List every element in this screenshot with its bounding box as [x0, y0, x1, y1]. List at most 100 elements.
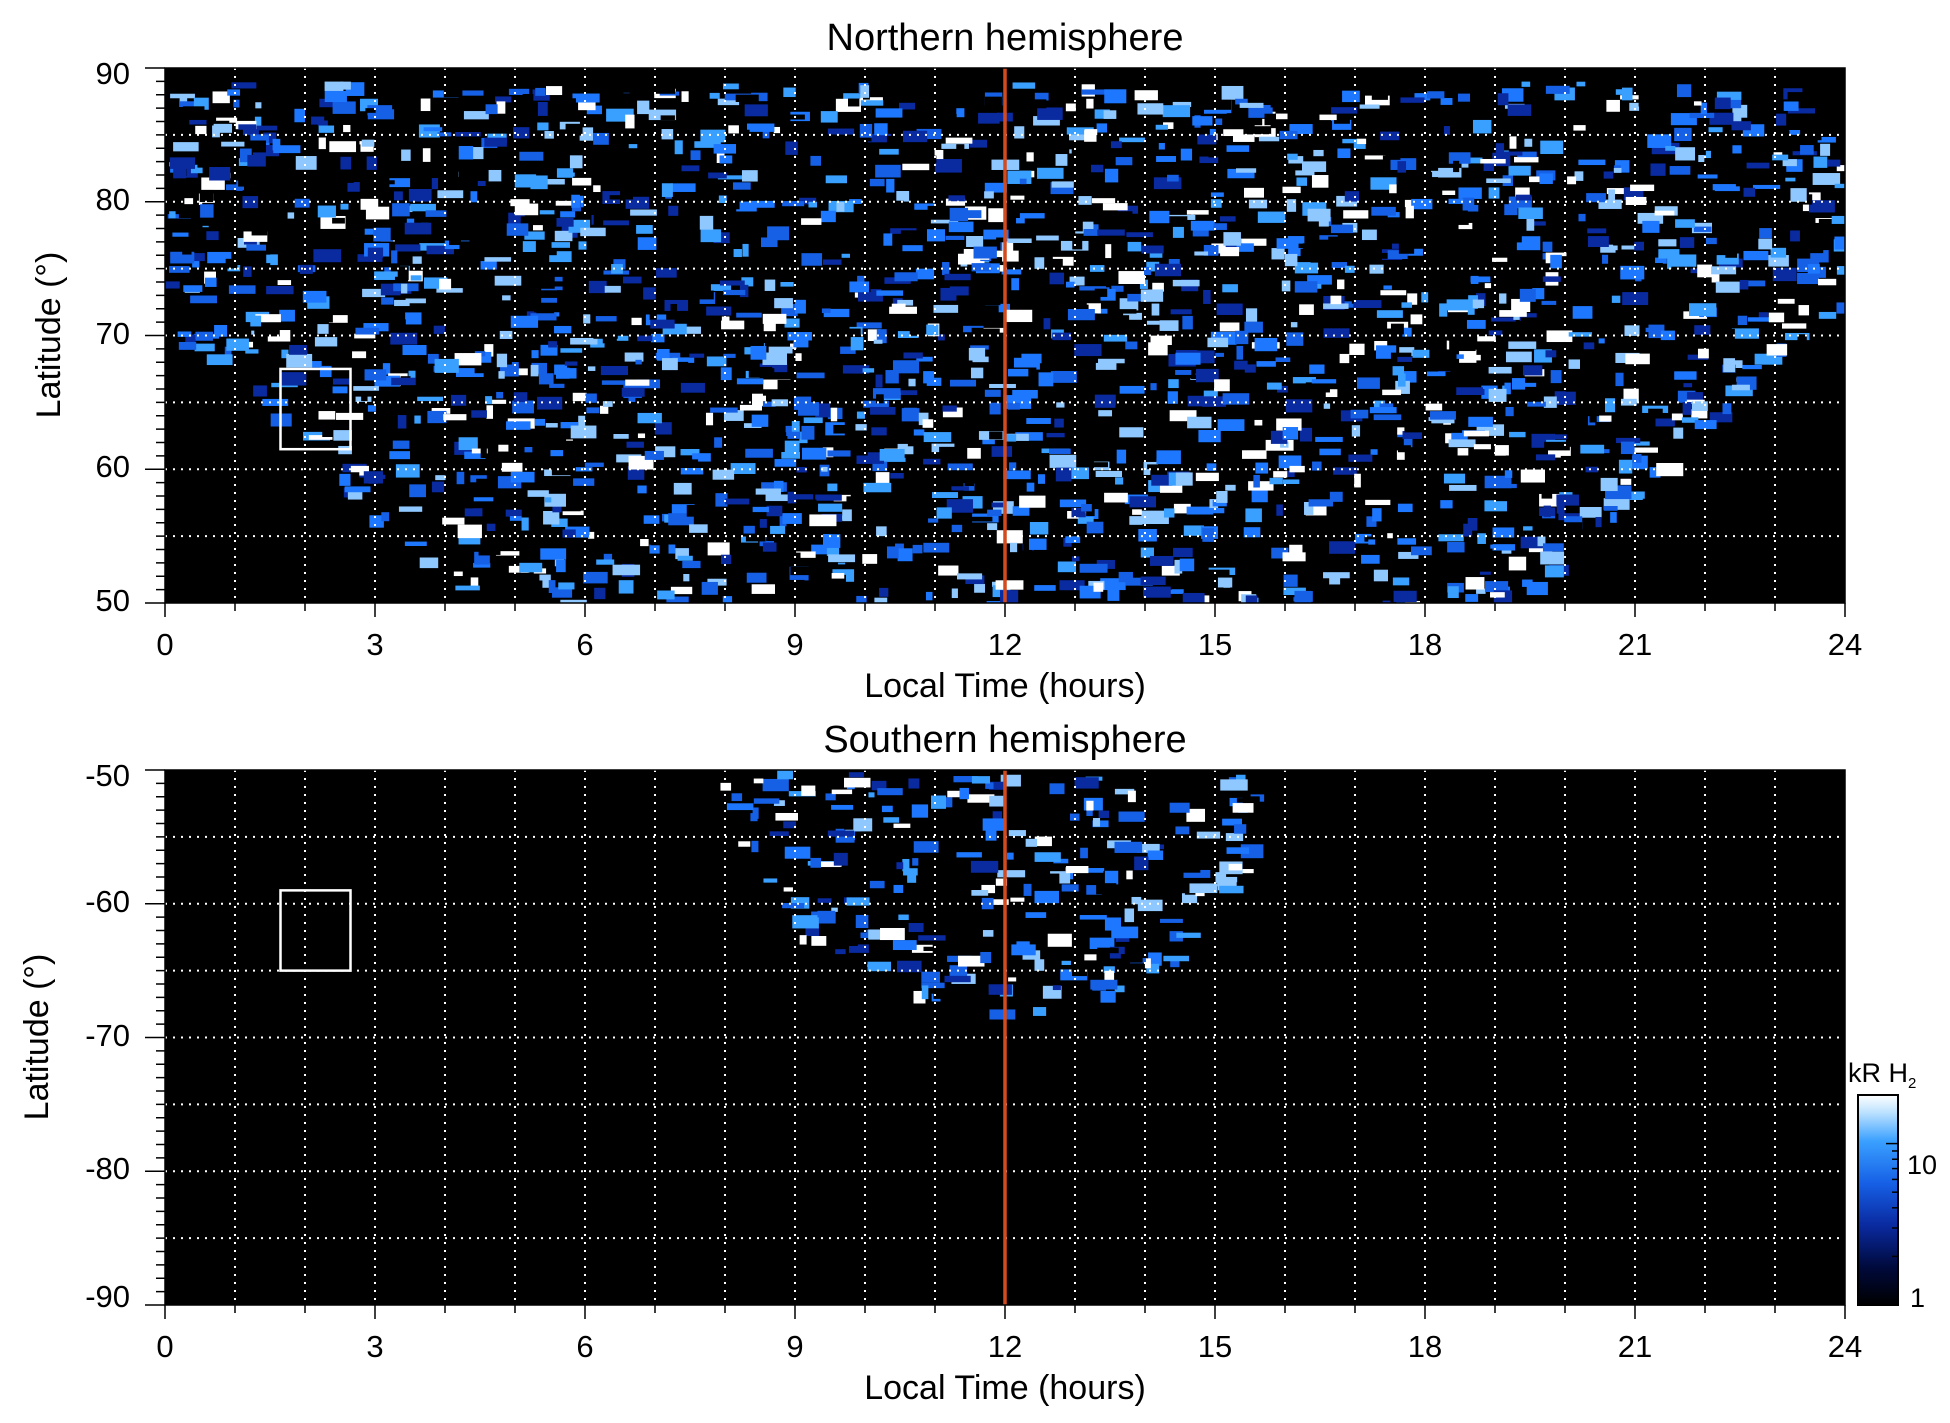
north-emission-cell [1193, 211, 1218, 224]
north-emission-cell [347, 490, 363, 500]
north-emission-cell [461, 314, 473, 323]
north-emission-cell [572, 177, 592, 186]
north-emission-cell [224, 346, 232, 361]
north-emission-cell [1105, 244, 1112, 259]
north-emission-cell [454, 353, 482, 366]
north-emission-cell [270, 254, 278, 266]
north-emission-cell [768, 346, 793, 354]
north-emission-cell [290, 204, 302, 211]
north-emission-cell [476, 328, 484, 342]
north-emission-cell [315, 242, 326, 253]
north-emission-cell [956, 108, 965, 122]
north-emission-cell [1361, 229, 1377, 241]
north-emission-cell [379, 319, 406, 327]
north-emission-cell [506, 223, 529, 236]
north-emission-cell [945, 198, 966, 206]
north-emission-cell [1560, 460, 1585, 470]
north-emission-cell [508, 212, 521, 226]
north-emission-cell [1728, 360, 1743, 368]
north-emission-cell [869, 178, 885, 187]
north-emission-cell [1115, 405, 1138, 413]
north-emission-cell [352, 351, 367, 359]
north-emission-cell [599, 405, 609, 414]
north-emission-cell [238, 179, 249, 187]
north-emission-cell [996, 237, 1005, 243]
north-emission-cell [1634, 241, 1644, 251]
north-emission-cell [1069, 132, 1093, 141]
north-emission-cell [406, 233, 427, 238]
north-emission-cell [1466, 319, 1486, 329]
south-emission-cell [882, 811, 904, 819]
north-emission-cell [834, 335, 849, 345]
north-emission-cell [1264, 113, 1282, 126]
north-emission-cell [748, 366, 773, 378]
south-emission-cell [957, 955, 985, 967]
north-emission-cell [1836, 302, 1845, 314]
north-emission-cell [1640, 263, 1663, 274]
north-emission-cell [780, 282, 794, 287]
north-emission-cell [1649, 467, 1661, 478]
south-emission-cell [1045, 864, 1059, 870]
north-emission-cell [243, 252, 264, 262]
north-emission-cell [956, 144, 965, 150]
north-emission-cell [281, 349, 289, 359]
north-emission-cell [1283, 574, 1298, 587]
north-emission-cell [1214, 379, 1230, 392]
north-emission-cell [902, 245, 923, 252]
north-emission-cell [593, 185, 601, 193]
north-emission-cell [1276, 504, 1283, 516]
north-emission-cell [1143, 586, 1171, 598]
north-emission-cell [895, 524, 910, 537]
north-emission-cell [1540, 140, 1564, 155]
north-emission-cell [1613, 238, 1640, 246]
north-emission-cell [815, 494, 842, 501]
north-emission-cell [1784, 216, 1799, 221]
north-emission-cell [1371, 206, 1396, 216]
north-emission-cell [1742, 364, 1762, 370]
north-emission-cell [1372, 508, 1382, 522]
north-emission-cell [1710, 328, 1735, 341]
north-emission-cell [1084, 130, 1097, 142]
north-emission-cell [1161, 565, 1180, 576]
north-emission-cell [512, 400, 534, 414]
north-emission-cell [875, 164, 901, 178]
north-emission-cell [1504, 204, 1518, 216]
south-emission-cell [726, 803, 754, 811]
north-emission-cell [1170, 589, 1184, 594]
north-emission-cell [827, 483, 838, 492]
north-emission-cell [825, 373, 852, 386]
north-emission-cell [897, 548, 913, 562]
north-emission-cell [1776, 113, 1787, 126]
north-emission-cell [872, 388, 901, 399]
north-emission-cell [379, 267, 398, 273]
north-emission-cell [302, 290, 327, 303]
north-emission-cell [1739, 279, 1749, 290]
north-emission-cell [973, 246, 997, 259]
north-emission-cell [753, 341, 764, 347]
north-emission-cell [937, 334, 945, 341]
north-emission-cell [1216, 490, 1228, 503]
north-emission-cell [1368, 539, 1376, 545]
north-emission-cell [1149, 410, 1178, 415]
north-emission-cell [1397, 445, 1411, 453]
north-emission-cell [969, 139, 988, 148]
south-emission-cell [980, 951, 992, 964]
south-emission-cell [1243, 772, 1266, 782]
north-emission-cell [1287, 153, 1298, 160]
north-emission-cell [1012, 389, 1038, 399]
north-emission-cell [862, 554, 878, 564]
north-emission-cell [1689, 112, 1715, 119]
north-emission-cell [1445, 433, 1454, 444]
north-emission-cell [942, 405, 957, 412]
south-emission-cell [908, 922, 924, 933]
north-emission-cell [199, 189, 214, 202]
north-emission-cell [1012, 82, 1036, 89]
north-emission-cell [1042, 521, 1064, 531]
south-emission-cell [927, 907, 956, 922]
north-emission-cell [1658, 239, 1677, 247]
north-emission-cell [254, 323, 280, 337]
north-emission-cell [204, 224, 232, 230]
north-emission-cell [1289, 544, 1303, 555]
north-emission-cell [1508, 341, 1537, 349]
north-emission-cell [942, 262, 950, 276]
